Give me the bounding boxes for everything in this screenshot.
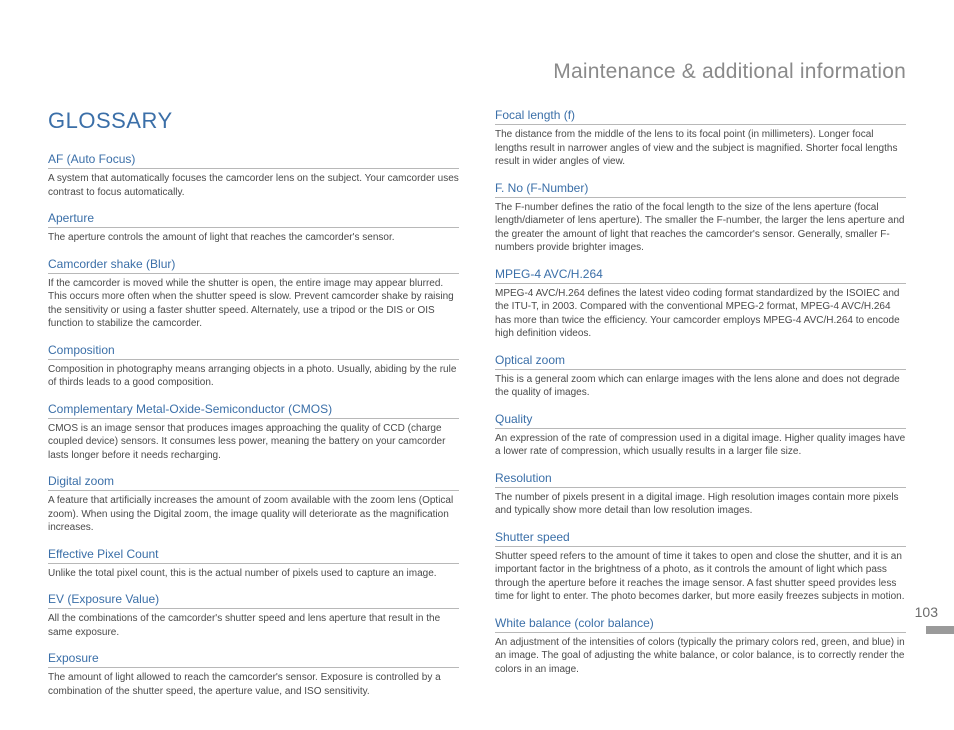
glossary-entry: Resolution The number of pixels present i…	[495, 471, 906, 518]
glossary-term: Digital zoom	[48, 474, 459, 491]
glossary-term: Resolution	[495, 471, 906, 488]
glossary-entry: Digital zoom A feature that artificially …	[48, 474, 459, 535]
glossary-entry: Quality An expression of the rate of comp…	[495, 412, 906, 459]
glossary-term: F. No (F-Number)	[495, 181, 906, 198]
glossary-term: Exposure	[48, 651, 459, 668]
glossary-definition: Shutter speed refers to the amount of ti…	[495, 550, 906, 604]
glossary-entry: Camcorder shake (Blur) If the camcorder i…	[48, 257, 459, 331]
glossary-term: Complementary Metal-Oxide-Semiconductor …	[48, 402, 459, 419]
glossary-definition: An adjustment of the intensities of colo…	[495, 636, 906, 677]
glossary-term: Camcorder shake (Blur)	[48, 257, 459, 274]
glossary-definition: If the camcorder is moved while the shut…	[48, 277, 459, 331]
glossary-entry: Optical zoom This is a general zoom which…	[495, 353, 906, 400]
glossary-term: Composition	[48, 343, 459, 360]
glossary-term: Shutter speed	[495, 530, 906, 547]
right-column: Focal length (f) The distance from the mi…	[495, 108, 906, 710]
glossary-definition: A system that automatically focuses the …	[48, 172, 459, 199]
left-column: GLOSSARY AF (Auto Focus) A system that au…	[48, 108, 459, 710]
glossary-definition: All the combinations of the camcorder's …	[48, 612, 459, 639]
glossary-definition: The distance from the middle of the lens…	[495, 128, 906, 169]
glossary-entry: White balance (color balance) An adjustme…	[495, 616, 906, 677]
page-number: 103	[915, 604, 938, 620]
glossary-definition: The aperture controls the amount of ligh…	[48, 231, 459, 245]
glossary-definition: CMOS is an image sensor that produces im…	[48, 422, 459, 463]
glossary-term: White balance (color balance)	[495, 616, 906, 633]
glossary-entry: Complementary Metal-Oxide-Semiconductor …	[48, 402, 459, 463]
glossary-entry: Exposure The amount of light allowed to r…	[48, 651, 459, 698]
glossary-term: Focal length (f)	[495, 108, 906, 125]
glossary-definition: Composition in photography means arrangi…	[48, 363, 459, 390]
glossary-entry: F. No (F-Number) The F-number defines the…	[495, 181, 906, 255]
glossary-definition: The amount of light allowed to reach the…	[48, 671, 459, 698]
glossary-entry: AF (Auto Focus) A system that automatical…	[48, 152, 459, 199]
glossary-term: EV (Exposure Value)	[48, 592, 459, 609]
glossary-entry: EV (Exposure Value) All the combinations …	[48, 592, 459, 639]
glossary-definition: MPEG-4 AVC/H.264 defines the latest vide…	[495, 287, 906, 341]
glossary-definition: This is a general zoom which can enlarge…	[495, 373, 906, 400]
glossary-definition: The number of pixels present in a digita…	[495, 491, 906, 518]
glossary-entry: Effective Pixel Count Unlike the total pi…	[48, 547, 459, 581]
chapter-header: Maintenance & additional information	[48, 60, 906, 84]
side-tab-mark	[926, 626, 954, 634]
glossary-definition: An expression of the rate of compression…	[495, 432, 906, 459]
glossary-entry: MPEG-4 AVC/H.264 MPEG-4 AVC/H.264 defines…	[495, 267, 906, 341]
left-entries: AF (Auto Focus) A system that automatical…	[48, 152, 459, 698]
section-title: GLOSSARY	[48, 108, 459, 134]
manual-page: Maintenance & additional information GLO…	[0, 0, 954, 730]
glossary-term: Optical zoom	[495, 353, 906, 370]
glossary-entry: Composition Composition in photography me…	[48, 343, 459, 390]
glossary-term: Effective Pixel Count	[48, 547, 459, 564]
glossary-term: Quality	[495, 412, 906, 429]
glossary-term: MPEG-4 AVC/H.264	[495, 267, 906, 284]
glossary-entry: Aperture The aperture controls the amount…	[48, 211, 459, 245]
glossary-definition: The F-number defines the ratio of the fo…	[495, 201, 906, 255]
glossary-term: Aperture	[48, 211, 459, 228]
glossary-definition: A feature that artificially increases th…	[48, 494, 459, 535]
two-column-layout: GLOSSARY AF (Auto Focus) A system that au…	[48, 108, 906, 710]
glossary-entry: Shutter speed Shutter speed refers to the…	[495, 530, 906, 604]
right-entries: Focal length (f) The distance from the mi…	[495, 108, 906, 676]
glossary-entry: Focal length (f) The distance from the mi…	[495, 108, 906, 169]
glossary-definition: Unlike the total pixel count, this is th…	[48, 567, 459, 581]
glossary-term: AF (Auto Focus)	[48, 152, 459, 169]
